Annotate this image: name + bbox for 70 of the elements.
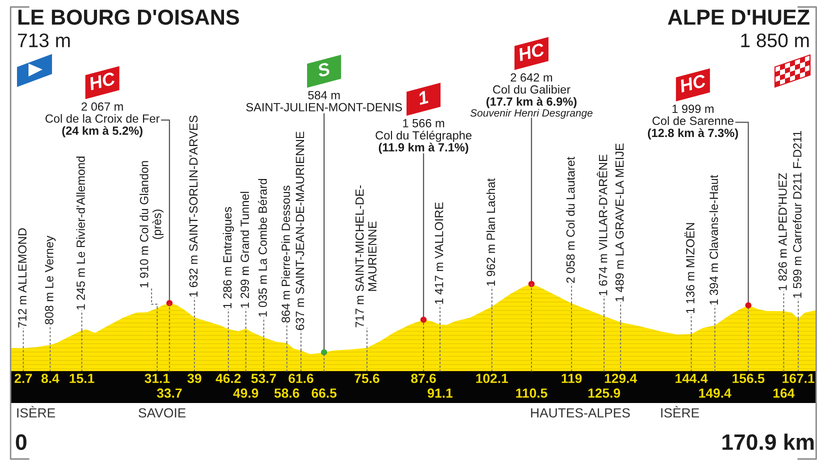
point xyxy=(745,302,752,308)
text: 713 m xyxy=(18,34,70,48)
x2-tick-label: 110.5 xyxy=(516,388,548,398)
data-label: 1 632 m SAINT-SORLIN-D'ARVES xyxy=(189,116,198,297)
point xyxy=(528,280,535,288)
x-tick-label: 144.4 xyxy=(676,374,708,383)
data-label: 1 299 m Grand Tunnel xyxy=(240,192,249,308)
x2-tick-label: 149.4 xyxy=(699,388,732,398)
x-tick-label: 53.7 xyxy=(251,374,276,384)
x-tick-label: 87.6 xyxy=(411,374,436,384)
x-tick-label: 8.4 xyxy=(41,374,60,384)
annotation: 1 999 m Col de Sarenne (12.8 km à 7.3%) xyxy=(648,104,738,140)
data-label: 1 826 m ALPED'HUEZ xyxy=(778,173,787,290)
text: HC xyxy=(678,74,707,93)
x2-tick-label: 58.6 xyxy=(274,388,300,398)
x-tick-label: 119 xyxy=(562,374,582,384)
data-label: 1 286 m Entraigues xyxy=(222,207,234,308)
x2-tick-label: 91.1 xyxy=(428,388,453,398)
data-label: 717 m SAINT-MICHEL-DE- MAURIENNE xyxy=(355,185,376,328)
annotation: 584 m SAINT-JULIEN-MONT-DENIS xyxy=(246,91,402,112)
data-label: 1 035 m La Combe Bérard xyxy=(258,178,267,316)
x-tick-label: 129.4 xyxy=(604,374,638,384)
x-tick-label: 167.1 xyxy=(782,374,814,384)
x-tick-label: 102.1 xyxy=(476,374,508,384)
annotation: 2 642 m Col du Galibier (17.7 km à 6.9%) Souvenir Henri Desgrange xyxy=(470,73,592,119)
text: 1 850 m xyxy=(741,34,809,48)
text: HC xyxy=(88,72,116,90)
data-label: 808 m Le Verney xyxy=(45,236,56,324)
data-label: 1 599 m Carrefour D211 F-D211 xyxy=(792,130,802,298)
data-label: 1 417 m VALLOIRE xyxy=(434,202,444,304)
x-tick-label: 31.1 xyxy=(144,374,170,384)
x2-tick-label: 33.7 xyxy=(156,388,182,398)
x2-tick-label: 66.5 xyxy=(312,388,337,398)
x-tick-label: 15.1 xyxy=(70,374,94,384)
text: ISÈRE xyxy=(17,406,56,418)
x2-tick-label: 164 xyxy=(774,388,795,398)
annotation: 1 566 m Col du Télégraphe (11.9 km à 7.1%) xyxy=(376,119,472,154)
data-label: 1 245 m Le Rivier-d'Allemond xyxy=(76,156,85,310)
x-tick-label: 46.2 xyxy=(216,374,241,384)
text: HAUTES-ALPES xyxy=(531,408,630,418)
x-tick-label: 156.5 xyxy=(732,374,764,384)
x-tick-label: 2.7 xyxy=(14,374,32,383)
x-tick-label: 61.6 xyxy=(288,374,314,384)
point xyxy=(166,300,173,306)
data-label: 2 058 m Col du Lautaret xyxy=(566,156,575,283)
data-label: 864 m Pierre-Pin Dessous xyxy=(281,186,290,323)
x2-tick-label: 125.9 xyxy=(588,388,620,398)
point xyxy=(320,349,328,356)
data-label: 637 m SAINT-JEAN-DE-MAURIENNE xyxy=(296,132,304,330)
annotation: 2 067 m Col de la Croix de Fer (24 km à 5.2%) xyxy=(46,102,160,138)
data-label: 1 674 m VILLAR-D'ARÊNE xyxy=(596,154,608,296)
text: ALPE D'HUEZ xyxy=(668,10,810,25)
text: HC xyxy=(517,42,546,62)
text: LE BOURG D'OISANS xyxy=(18,10,239,25)
text: S xyxy=(316,62,331,78)
text: SAVOIE xyxy=(138,408,186,418)
data-label: 1 962 m Plan Lachat xyxy=(486,178,496,286)
data-label: 1 394 m Clavans-le-Haut xyxy=(709,174,718,305)
data-label: 1 910 m Col du Glandon (près) xyxy=(140,161,164,288)
text: 170.9 km xyxy=(722,434,814,450)
x-tick-label: 39 xyxy=(187,374,202,384)
x2-tick-label: 49.9 xyxy=(233,388,258,398)
text: 0 xyxy=(16,434,26,450)
text: ISÈRE xyxy=(661,406,700,418)
data-label: 1 136 m MIZOËN xyxy=(684,223,694,314)
data-label: 1 489 m LA GRAVE-LA MEIJE xyxy=(615,144,624,302)
text: 1 xyxy=(417,90,429,105)
x-tick-label: 75.6 xyxy=(354,374,380,384)
point xyxy=(420,316,427,323)
data-label: 712 m ALLEMOND xyxy=(18,228,26,328)
